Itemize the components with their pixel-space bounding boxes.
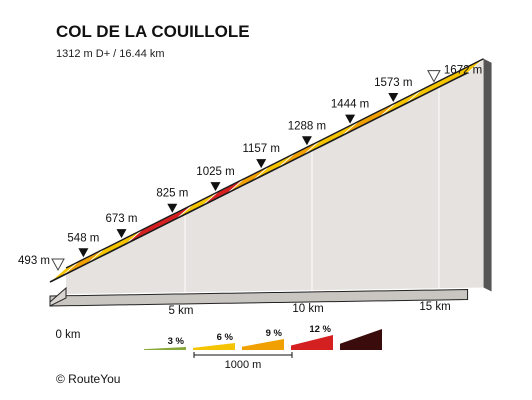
start-marker (51, 258, 65, 272)
elevation-label: 493 m (18, 255, 50, 267)
legend-swatch (193, 343, 235, 350)
distance-labels: 0 km 5 km 10 km 15 km (56, 301, 451, 341)
elevation-marker-arrow (301, 136, 312, 146)
elevation-label: 673 m (106, 213, 138, 225)
legend-swatch (242, 339, 284, 350)
profile-end-face (483, 58, 492, 292)
profile-base (49, 286, 469, 307)
chart-title: COL DE LA COUILLOLE (56, 22, 250, 41)
elevation-marker-arrow (116, 229, 127, 239)
credit-text: © RouteYou (56, 372, 121, 386)
legend-label: 12 % (309, 324, 331, 335)
distance-label: 0 km (56, 329, 81, 341)
profile-start-face (49, 286, 67, 307)
distance-label: 15 km (419, 301, 450, 313)
legend-swatch (291, 335, 333, 350)
elevation-labels: 493 m 548 m 673 m 825 m 1025 m 1157 m 1288 m 14… (18, 65, 482, 272)
elevation-label: 825 m (156, 188, 188, 200)
summit-marker (427, 70, 441, 83)
elevation-marker-arrow (388, 92, 399, 102)
distance-label: 10 km (292, 303, 323, 315)
legend-swatch (144, 347, 186, 350)
elevation-label: 1288 m (288, 120, 326, 132)
profile-ridge-line (49, 72, 468, 283)
elevation-label: 1573 m (374, 77, 412, 89)
elevation-label: 1444 m (331, 99, 369, 111)
chart-subtitle: 1312 m D+ / 16.44 km (56, 48, 165, 60)
profile-ridge-back (65, 58, 484, 269)
legend-swatch (340, 329, 382, 350)
distance-label: 5 km (169, 305, 194, 317)
legend-label: 9 % (266, 328, 283, 339)
elevation-label: 1025 m (196, 166, 234, 178)
elevation-marker-arrow (167, 203, 178, 213)
elevation-label: 1672 m (444, 65, 482, 77)
elevation-marker-arrow (210, 182, 221, 192)
elevation-marker-arrow (256, 159, 267, 169)
profile-base-slab (49, 289, 469, 307)
legend-label: 3 % (168, 336, 185, 347)
elevation-label: 548 m (67, 232, 99, 244)
legend-label: 6 % (217, 332, 234, 343)
gradient-legend: 3 % 6 % 9 % 12 % 1000 m (144, 324, 382, 371)
profile-side (66, 58, 492, 295)
elevation-label: 1157 m (242, 143, 280, 155)
gradient-ribbon (49, 58, 484, 283)
scale-bar-label: 1000 m (225, 359, 262, 371)
elevation-marker-arrow (78, 248, 89, 258)
elevation-marker-arrow (345, 114, 356, 124)
